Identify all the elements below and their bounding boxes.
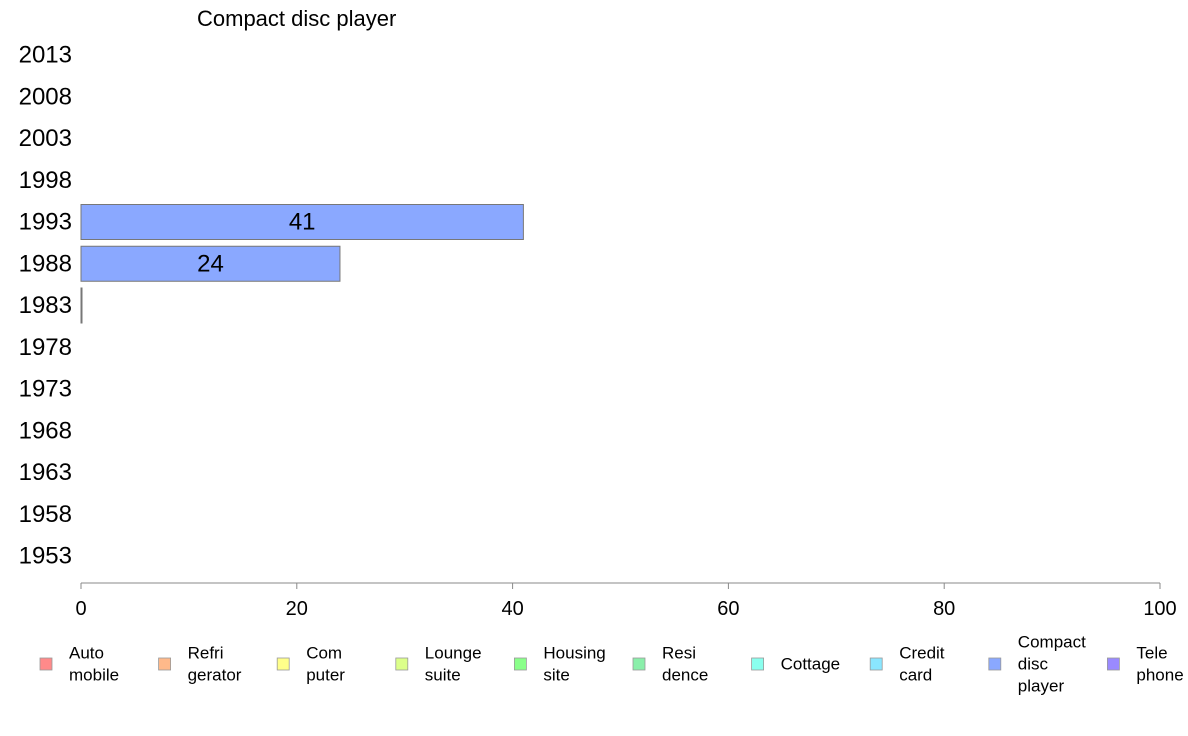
legend-label: phone bbox=[1136, 666, 1183, 685]
legend-label: gerator bbox=[188, 666, 242, 685]
y-tick-label: 2008 bbox=[19, 83, 72, 110]
legend-label: Cottage bbox=[781, 655, 841, 674]
legend-label: disc bbox=[1018, 655, 1049, 674]
bar bbox=[80, 204, 524, 240]
x-axis: 0 20 40 60 80 100 bbox=[75, 583, 1177, 620]
legend-swatch bbox=[514, 657, 527, 671]
y-tick-label: 1988 bbox=[19, 250, 72, 277]
y-tick-label: 1998 bbox=[19, 167, 72, 194]
legend-label: Credit bbox=[899, 644, 945, 663]
legend-swatch bbox=[276, 657, 290, 671]
legend-swatch bbox=[395, 657, 409, 671]
x-tick-label: 60 bbox=[717, 598, 739, 620]
x-tick-label: 100 bbox=[1143, 598, 1176, 620]
legend-label: Housing bbox=[543, 644, 605, 663]
legend-item: Tele phone bbox=[1107, 644, 1184, 685]
bar bbox=[80, 245, 341, 282]
bar-data-label: 24 bbox=[197, 250, 224, 277]
chart-title: Compact disc player bbox=[197, 6, 396, 31]
legend-item: Credit card bbox=[869, 644, 945, 685]
legend-item: Lounge suite bbox=[395, 644, 482, 685]
legend-item: Resi dence bbox=[632, 644, 708, 685]
y-tick-label: 1958 bbox=[19, 501, 72, 528]
legend-label: Resi bbox=[662, 644, 696, 663]
plot-area: 41 24 bbox=[80, 204, 524, 324]
x-tick-label: 0 bbox=[75, 598, 86, 620]
x-tick-label: 20 bbox=[286, 598, 308, 620]
y-tick-label: 1963 bbox=[19, 459, 72, 486]
legend-label: card bbox=[899, 666, 932, 685]
legend-label: dence bbox=[662, 666, 708, 685]
legend-swatch bbox=[869, 657, 883, 671]
legend: Auto mobile Refri gerator Com puter Lounge suit… bbox=[39, 633, 1184, 696]
y-tick-label: 1978 bbox=[19, 334, 72, 361]
bar bbox=[80, 287, 83, 324]
legend-label: Auto bbox=[69, 644, 104, 663]
legend-item: Com puter bbox=[276, 644, 345, 685]
y-tick-label: 1953 bbox=[19, 543, 72, 570]
y-axis: 2013 2008 2003 1998 1993 1988 1983 1978 1973 1968… bbox=[19, 42, 72, 570]
legend-swatch bbox=[632, 657, 646, 671]
legend-item: Housing site bbox=[514, 644, 606, 685]
legend-swatch bbox=[751, 657, 764, 671]
bar-data-label: 41 bbox=[289, 209, 316, 236]
x-tick-label: 80 bbox=[933, 598, 955, 620]
legend-label: Com bbox=[306, 644, 342, 663]
legend-label: site bbox=[543, 666, 569, 685]
legend-label: mobile bbox=[69, 666, 119, 685]
y-tick-label: 1968 bbox=[19, 417, 72, 444]
legend-swatch bbox=[1107, 657, 1120, 671]
legend-label: Refri bbox=[188, 644, 224, 663]
x-tick-label: 40 bbox=[501, 598, 523, 620]
legend-label: Lounge bbox=[425, 644, 482, 663]
legend-item: Compact disc player bbox=[988, 633, 1086, 696]
legend-swatch bbox=[39, 657, 53, 671]
y-tick-label: 1973 bbox=[19, 376, 72, 403]
legend-label: player bbox=[1018, 677, 1065, 696]
legend-swatch bbox=[988, 657, 1002, 671]
y-tick-label: 2003 bbox=[19, 125, 72, 152]
legend-label: Tele bbox=[1136, 644, 1167, 663]
legend-label: suite bbox=[425, 666, 461, 685]
legend-item: Refri gerator bbox=[158, 644, 242, 685]
legend-item: Cottage bbox=[751, 655, 841, 674]
legend-item: Auto mobile bbox=[39, 644, 119, 685]
legend-swatch bbox=[158, 657, 172, 671]
y-tick-label: 1983 bbox=[19, 292, 72, 319]
y-tick-label: 1993 bbox=[19, 209, 72, 236]
legend-label: puter bbox=[306, 666, 345, 685]
legend-label: Compact bbox=[1018, 633, 1086, 652]
y-tick-label: 2013 bbox=[19, 42, 72, 69]
